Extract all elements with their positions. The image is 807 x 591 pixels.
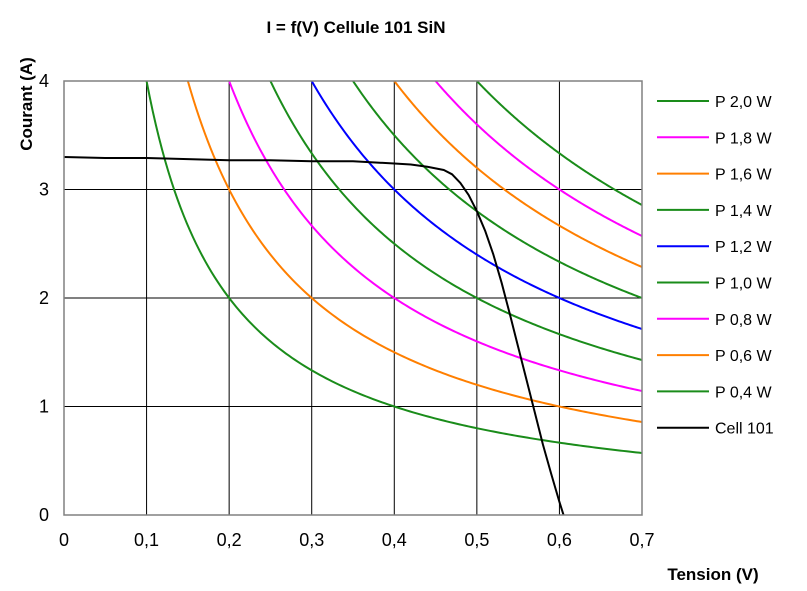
series-line-p-0-8-w	[228, 81, 642, 392]
series-line-p-1-0-w	[269, 81, 642, 361]
series-line-p-0-4-w	[145, 81, 642, 454]
x-tick-label: 0,2	[217, 530, 242, 550]
y-tick-labels: 0 1 2 3 4	[39, 71, 49, 525]
legend-label: P 0,6 W	[715, 348, 773, 365]
x-tick-label: 0,7	[629, 530, 654, 550]
series-line-p-2-0-w	[476, 81, 642, 206]
series-line-p-1-6-w	[393, 81, 642, 268]
y-tick-label: 4	[39, 71, 49, 91]
legend-label: P 1,0 W	[715, 276, 773, 293]
series-line-p-1-4-w	[352, 81, 642, 299]
legend-label: P 0,4 W	[715, 384, 773, 401]
x-tick-label: 0	[59, 530, 69, 550]
x-tick-labels: 0 0,1 0,2 0,3 0,4 0,5 0,6 0,7	[59, 530, 655, 550]
y-tick-label: 3	[39, 180, 49, 200]
y-axis-title: Courant (A)	[17, 57, 36, 150]
legend-label: Cell 101	[715, 421, 774, 438]
legend-label: P 0,8 W	[715, 312, 773, 329]
plot-frame	[63, 80, 643, 516]
legend-label: P 2,0 W	[715, 94, 773, 111]
x-tick-label: 0,3	[299, 530, 324, 550]
x-tick-label: 0,5	[464, 530, 489, 550]
series-layer	[64, 81, 642, 515]
legend-label: P 1,4 W	[715, 203, 773, 220]
legend-label: P 1,6 W	[715, 167, 773, 184]
y-tick-label: 2	[39, 288, 49, 308]
series-line-p-0-6-w	[186, 81, 642, 423]
legend: P 2,0 W P 1,8 W P 1,6 W P 1,4 W P 1,2 W P 1,0…	[657, 94, 774, 438]
series-line-p-1-8-w	[434, 81, 642, 237]
legend-label: P 1,2 W	[715, 239, 773, 256]
x-tick-label: 0,1	[134, 530, 159, 550]
y-tick-label: 0	[39, 505, 49, 525]
x-tick-label: 0,6	[547, 530, 572, 550]
x-axis-title: Tension (V)	[667, 565, 758, 584]
series-line-cell-101	[64, 155, 565, 515]
x-tick-label: 0,4	[382, 530, 407, 550]
legend-label: P 1,8 W	[715, 130, 773, 147]
series-line-p-1-2-w	[310, 81, 642, 330]
y-tick-label: 1	[39, 397, 49, 417]
chart-title: I = f(V) Cellule 101 SiN	[266, 18, 445, 37]
